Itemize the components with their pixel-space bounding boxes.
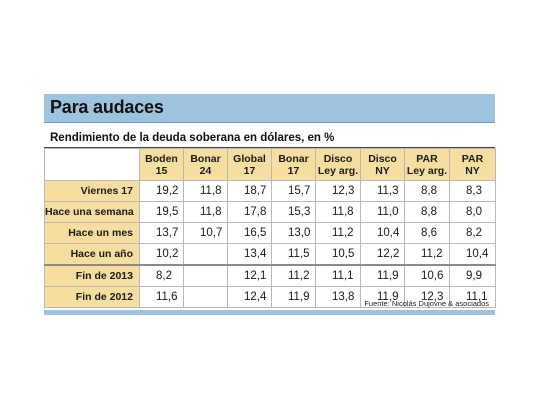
table-cell: 11,8 — [183, 180, 228, 202]
page-title: Para audaces — [50, 97, 164, 117]
table-cell: 10,6 — [404, 264, 450, 287]
column-header: Boden 15 — [139, 148, 184, 181]
source-note: Fuente: Nicolás Dujovne & asociados — [364, 299, 489, 308]
table-cell: 10,7 — [183, 222, 228, 244]
table-cell: 11,0 — [360, 201, 405, 223]
table-cell: 13,7 — [139, 222, 184, 244]
title-bar: Para audaces — [44, 94, 495, 123]
table-cell: 11,9 — [360, 264, 405, 287]
table-cell: 11,8 — [183, 201, 228, 223]
subtitle-rule — [44, 147, 495, 148]
column-header: Global 17 — [227, 148, 272, 181]
table-cell — [183, 264, 228, 287]
table-cell: 16,5 — [227, 222, 272, 244]
table-cell: 8,2 — [449, 222, 496, 244]
table-cell: 13,0 — [271, 222, 316, 244]
column-header: Disco Ley arg. — [315, 148, 361, 181]
row-label: Fin de 2012 — [44, 286, 140, 308]
table-cell: 11,8 — [315, 201, 361, 223]
table-cell: 11,3 — [360, 180, 405, 202]
table-cell: 11,1 — [449, 286, 496, 308]
column-header: PAR NY — [449, 148, 496, 181]
table-cell: 15,3 — [271, 201, 316, 223]
header-corner — [44, 148, 140, 181]
table-cell: 12,3 — [404, 286, 450, 308]
table-cell: 11,9 — [271, 286, 316, 308]
column-header: Bonar 24 — [183, 148, 228, 181]
table-cell: 9,9 — [449, 264, 496, 287]
table-cell: 8,0 — [449, 201, 496, 223]
column-header: Disco NY — [360, 148, 405, 181]
bottom-bar — [44, 310, 495, 315]
table-cell: 11,6 — [139, 286, 184, 308]
table-cell: 13,4 — [227, 243, 272, 266]
table-cell: 13,8 — [315, 286, 361, 308]
table-cell: 11,2 — [404, 243, 450, 266]
table-cell — [183, 286, 228, 308]
table-row: Viernes 17 19,2 11,8 18,7 15,7 12,3 11,3… — [44, 180, 496, 202]
table-cell: 18,7 — [227, 180, 272, 202]
table-cell: 19,2 — [139, 180, 184, 202]
table-row: Fin de 2013 8,2 12,1 11,2 11,1 11,9 10,6… — [44, 264, 496, 287]
table-cell: 11,1 — [315, 264, 361, 287]
table-cell: 11,5 — [271, 243, 316, 266]
row-label: Hace una semana — [44, 201, 140, 223]
infographic-card: Para audaces Rendimiento de la deuda sob… — [44, 94, 496, 316]
table-subtitle: Rendimiento de la deuda soberana en dóla… — [50, 132, 335, 144]
row-label: Fin de 2013 — [44, 264, 140, 287]
table-row: Hace un año 10,2 13,4 11,5 10,5 12,2 11,… — [44, 243, 496, 266]
table-cell: 17,8 — [227, 201, 272, 223]
yield-table: Boden 15 Bonar 24 Global 17 Bonar 17 Disco Le… — [44, 148, 496, 308]
table-cell: 12,2 — [360, 243, 405, 266]
row-label: Hace un mes — [44, 222, 140, 244]
table-row: Hace un mes 13,7 10,7 16,5 13,0 11,2 10,… — [44, 222, 496, 244]
table-cell: 12,4 — [227, 286, 272, 308]
row-label: Hace un año — [44, 243, 140, 266]
table-row: Hace una semana 19,5 11,8 17,8 15,3 11,8… — [44, 201, 496, 223]
table-cell: 8,2 — [139, 264, 184, 287]
table-cell: 10,4 — [360, 222, 405, 244]
table-cell: 10,2 — [139, 243, 184, 266]
table-cell: 8,8 — [404, 201, 450, 223]
header-row: Boden 15 Bonar 24 Global 17 Bonar 17 Disco Le… — [44, 148, 496, 181]
table-cell: 8,3 — [449, 180, 496, 202]
row-label: Viernes 17 — [44, 180, 140, 202]
table-cell — [183, 243, 228, 266]
table-cell: 19,5 — [139, 201, 184, 223]
table-cell: 10,4 — [449, 243, 496, 266]
column-header: Bonar 17 — [271, 148, 316, 181]
table-cell: 8,8 — [404, 180, 450, 202]
table-cell: 11,2 — [271, 264, 316, 287]
table-cell: 11,2 — [315, 222, 361, 244]
column-header: PAR Ley arg. — [404, 148, 450, 181]
table-cell: 8,6 — [404, 222, 450, 244]
table-cell: 12,1 — [227, 264, 272, 287]
table-row: Fin de 2012 11,6 12,4 11,9 13,8 11,9 12,… — [44, 286, 496, 308]
table-cell: 10,5 — [315, 243, 361, 266]
table-cell: 15,7 — [271, 180, 316, 202]
table-cell: 12,3 — [315, 180, 361, 202]
